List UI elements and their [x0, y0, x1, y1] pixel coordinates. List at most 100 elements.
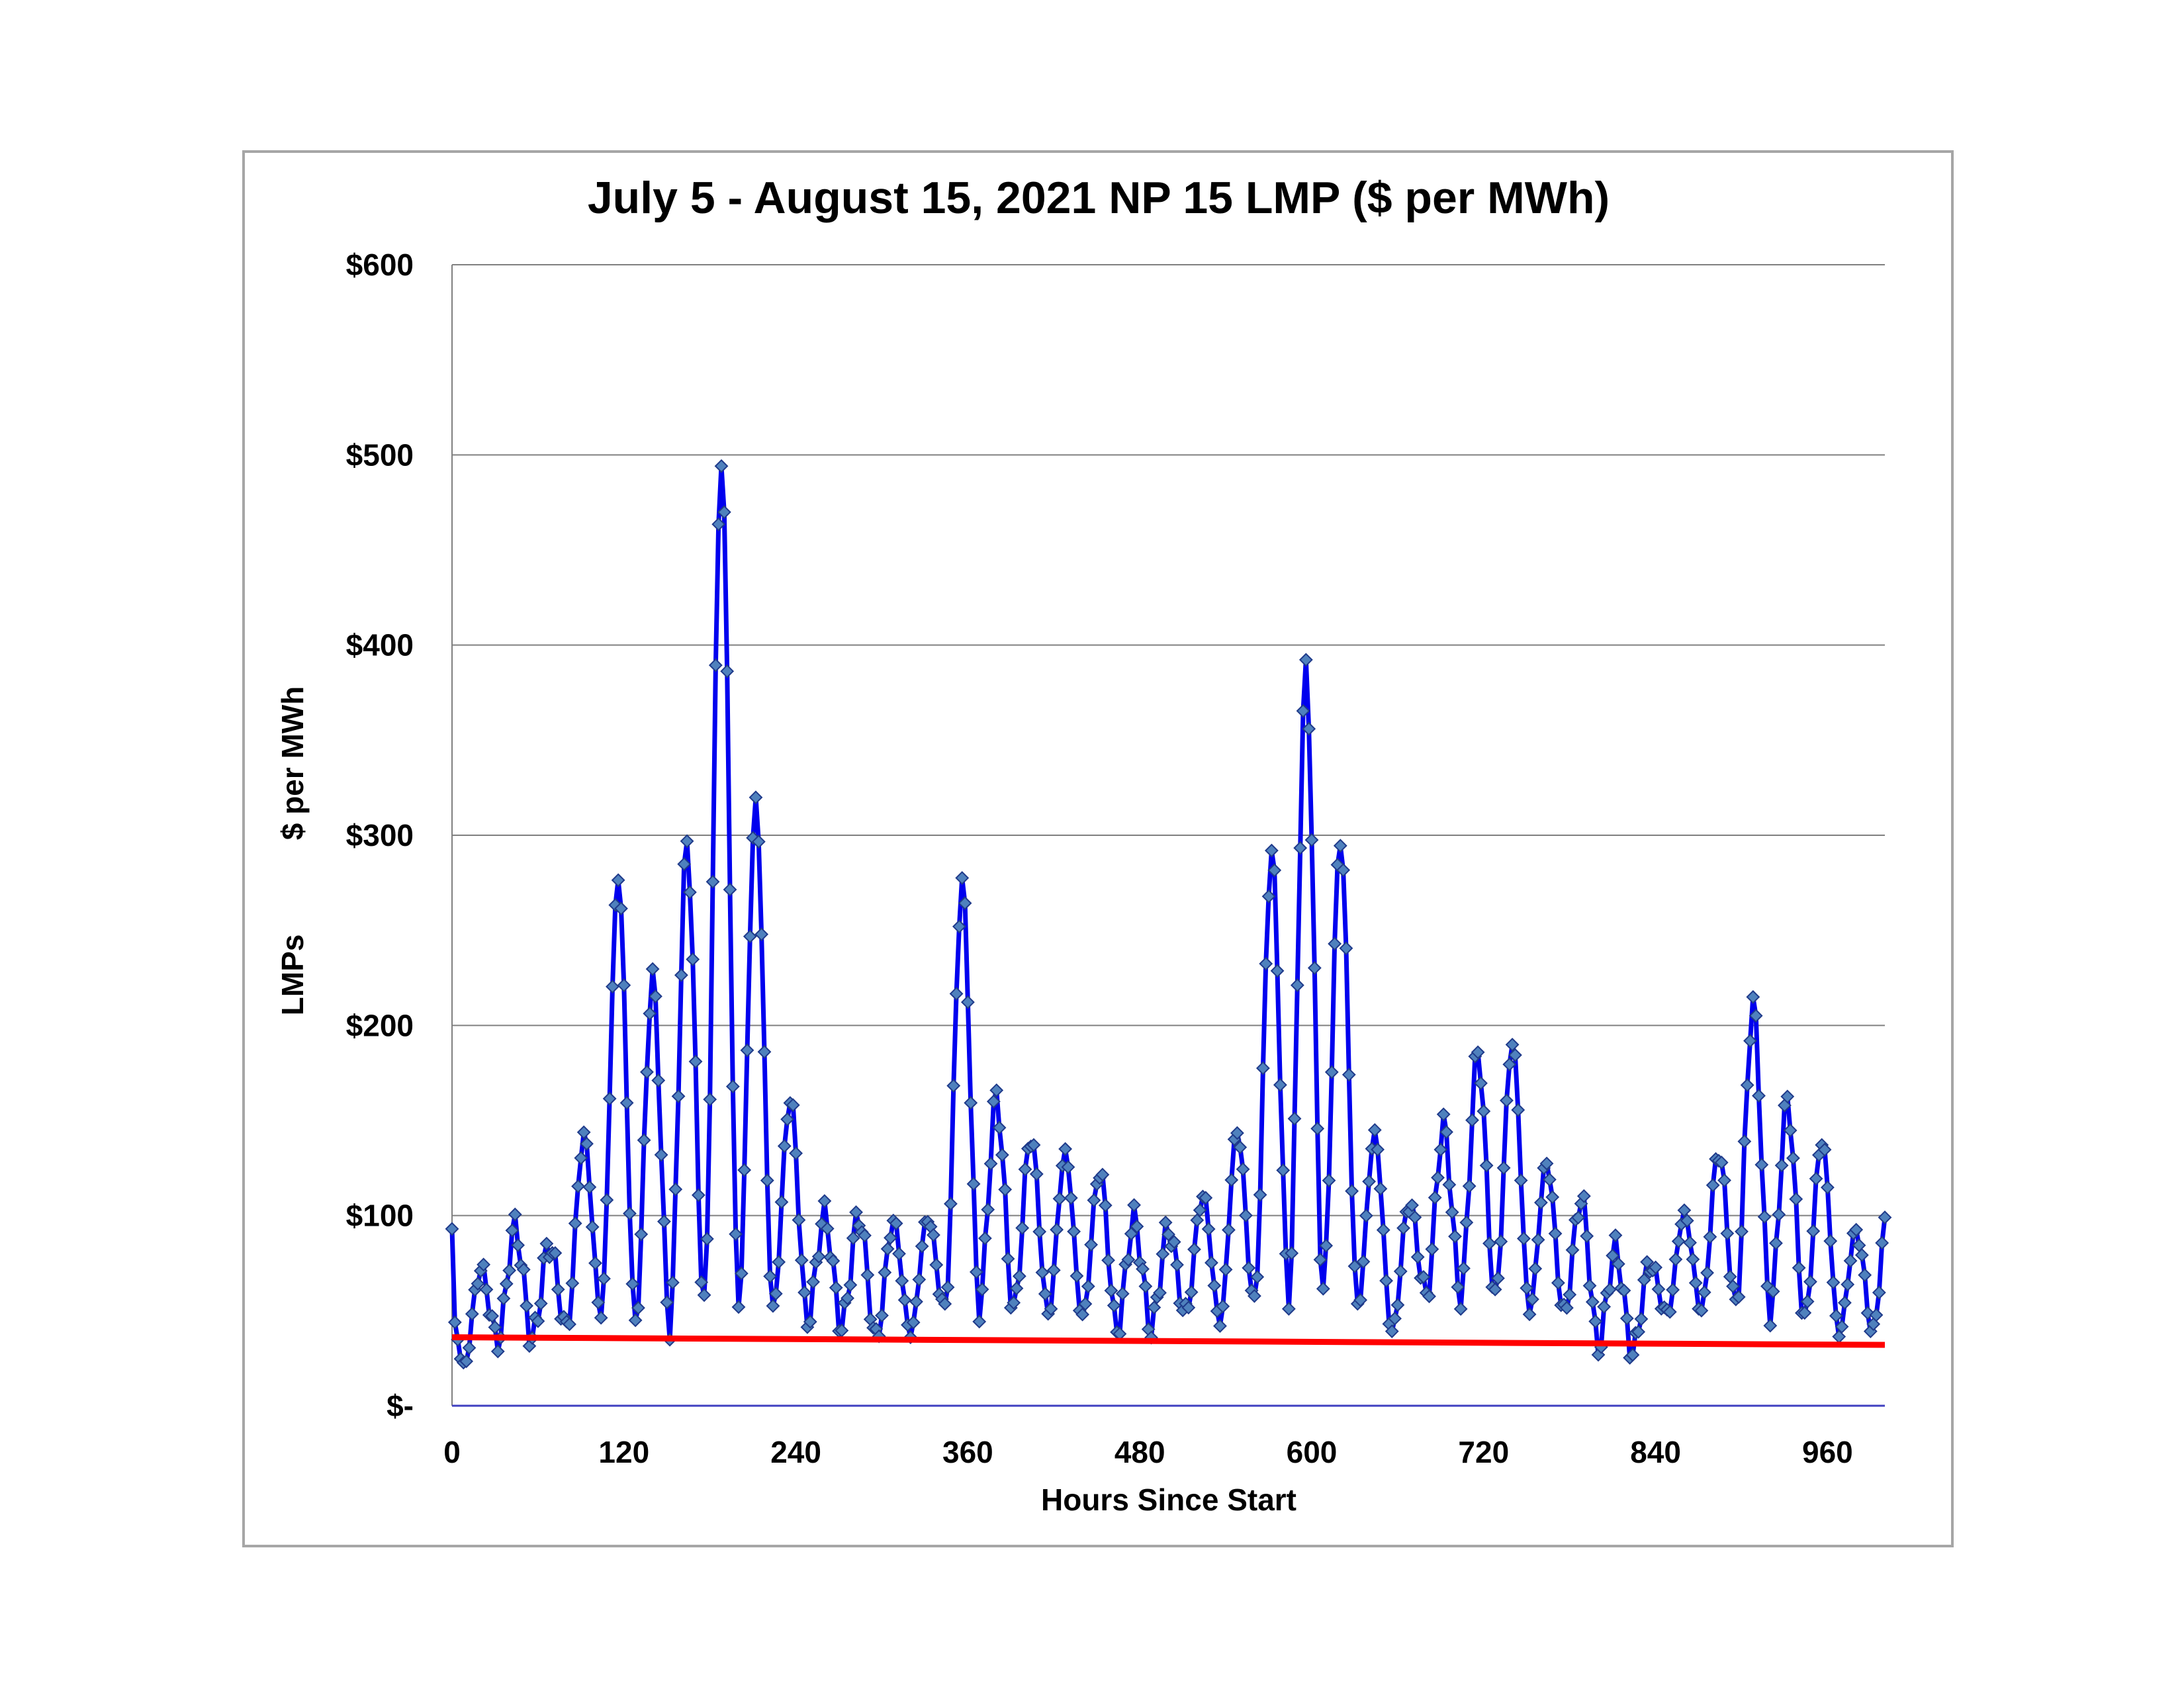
data-point [1597, 1300, 1612, 1314]
data-point [1408, 1210, 1422, 1224]
data-point [1841, 1277, 1855, 1292]
data-point [1064, 1191, 1078, 1205]
data-point [1187, 1242, 1201, 1257]
data-point [1253, 1187, 1267, 1202]
data-point [1233, 1140, 1248, 1154]
data-point [1588, 1314, 1603, 1328]
data-point [625, 1277, 640, 1291]
data-point [817, 1194, 832, 1209]
data-point [1800, 1295, 1815, 1308]
data-point [548, 1246, 563, 1260]
data-point [1261, 889, 1276, 903]
y-axis-label: LMPs $ per MWh [275, 686, 310, 1016]
data-point [1680, 1213, 1694, 1228]
data-point [1193, 1203, 1207, 1217]
data-point [723, 882, 737, 897]
data-point [1783, 1123, 1797, 1138]
data-point [1666, 1283, 1680, 1297]
data-point [1448, 1229, 1462, 1244]
data-point [1608, 1228, 1623, 1242]
data-point [680, 834, 694, 848]
data-point [1359, 1209, 1373, 1223]
data-point [628, 1313, 643, 1328]
data-point [611, 873, 625, 888]
data-point [1786, 1151, 1800, 1165]
data-point [1563, 1287, 1577, 1302]
data-point [660, 1295, 674, 1310]
y-tick-labels: $- $100 $200 $300 $400 $500 $600 [346, 248, 414, 1423]
data-point [878, 1265, 892, 1280]
data-point [1522, 1307, 1537, 1322]
data-point [1264, 843, 1279, 858]
x-tick-label: 360 [942, 1435, 993, 1469]
data-point [496, 1291, 511, 1306]
data-point [485, 1308, 500, 1323]
data-point [880, 1242, 895, 1256]
data-point [643, 1006, 657, 1021]
data-point [576, 1125, 591, 1140]
data-point [849, 1205, 863, 1219]
data-point [654, 1148, 668, 1162]
data-point [614, 901, 628, 916]
data-point [1869, 1308, 1884, 1322]
data-point [789, 1146, 803, 1160]
data-point [657, 1214, 671, 1229]
data-point [841, 1291, 854, 1305]
data-point [1347, 1259, 1362, 1273]
data-point [1531, 1232, 1545, 1247]
data-point [1688, 1276, 1703, 1290]
data-point [1084, 1238, 1099, 1252]
data-point [462, 1341, 477, 1355]
data-point [539, 1236, 554, 1251]
data-point [1416, 1269, 1431, 1284]
data-point [955, 871, 970, 885]
data-point [1835, 1320, 1849, 1334]
data-point [1488, 1282, 1502, 1297]
data-point [1238, 1209, 1253, 1222]
data-point [1746, 989, 1760, 1004]
data-point [1619, 1311, 1634, 1326]
data-point [1797, 1306, 1812, 1320]
data-point [952, 919, 966, 934]
data-point [737, 1163, 752, 1177]
data-point [1293, 841, 1308, 855]
data-point [1190, 1213, 1205, 1228]
data-point [563, 1317, 576, 1332]
data-point [1302, 721, 1316, 736]
data-point [465, 1306, 479, 1321]
data-point [1115, 1287, 1130, 1301]
data-point [1703, 1230, 1717, 1244]
data-point [858, 1228, 872, 1243]
data-point [1216, 1299, 1230, 1314]
data-point [780, 1112, 795, 1126]
data-point [1500, 1093, 1514, 1108]
data-point [1508, 1048, 1522, 1062]
data-point [1218, 1262, 1233, 1277]
data-point [1737, 1134, 1752, 1148]
data-point [740, 1043, 754, 1058]
data-point [1757, 1210, 1772, 1224]
data-point [1571, 1211, 1586, 1225]
data-point [1878, 1211, 1892, 1224]
data-point [1494, 1234, 1508, 1249]
data-point [1259, 956, 1273, 971]
data-point [1287, 1111, 1302, 1126]
data-point [875, 1308, 889, 1323]
data-point [1075, 1307, 1090, 1322]
data-point [1405, 1198, 1419, 1212]
data-point [1829, 1308, 1843, 1323]
data-point [600, 1193, 614, 1207]
data-point [597, 1271, 611, 1286]
data-point [1436, 1107, 1451, 1122]
data-point [505, 1223, 520, 1238]
data-point [588, 1256, 602, 1270]
data-point [1803, 1275, 1817, 1289]
data-point [760, 1173, 774, 1187]
x-tick-label: 720 [1458, 1435, 1509, 1469]
data-point [964, 1095, 978, 1110]
data-point [1310, 1121, 1325, 1136]
data-point [729, 1227, 743, 1242]
data-point [1371, 1142, 1385, 1157]
data-point [1858, 1268, 1872, 1282]
data-point [617, 978, 631, 993]
